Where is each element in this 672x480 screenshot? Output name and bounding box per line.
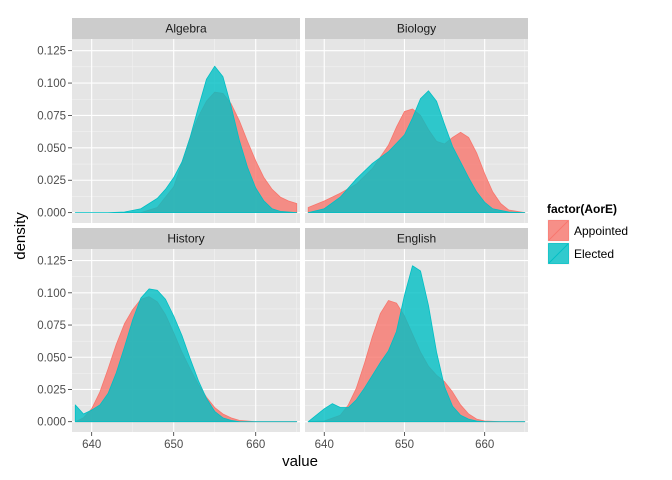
facet-panel-history: History <box>72 228 300 432</box>
y-axis-ticks: 0.000 0.025 0.050 0.075 0.100 0.125 0.000 0.025… <box>37 46 72 429</box>
legend-item-appointed: Appointed <box>546 218 628 243</box>
facet-panel-english: English <box>305 228 528 432</box>
facet-strip <box>305 18 528 39</box>
legend-label: Elected <box>574 247 614 261</box>
y-tick-label: 0.125 <box>37 46 66 58</box>
x-tick-label: 660 <box>475 439 494 451</box>
facet-title: History <box>167 232 204 246</box>
density-area-elected <box>307 265 526 423</box>
legend: factor(AorE) Appointed Elected <box>546 202 628 266</box>
x-axis-title: value <box>282 453 318 470</box>
x-tick-label: 650 <box>395 439 414 451</box>
legend-title: factor(AorE) <box>547 202 617 216</box>
legend-key-slash <box>548 220 569 241</box>
facet-title: Biology <box>397 22 436 36</box>
y-tick-label: 0.025 <box>37 175 66 187</box>
x-tick-label: 640 <box>315 439 334 451</box>
facet-panels: Algebra Biology History English <box>72 18 528 432</box>
y-tick-label: 0.075 <box>37 110 66 122</box>
facet-panel-algebra: Algebra <box>72 18 300 223</box>
y-tick-label: 0.000 <box>37 208 66 220</box>
y-tick-label: 0.000 <box>37 417 66 429</box>
x-tick-label: 640 <box>82 439 101 451</box>
y-tick-label: 0.100 <box>37 288 66 300</box>
facet-title: Algebra <box>165 22 207 36</box>
facet-title: English <box>397 232 436 246</box>
y-tick-label: 0.050 <box>37 352 66 364</box>
x-tick-label: 660 <box>246 439 265 451</box>
density-area-elected <box>74 65 298 214</box>
facet-strip <box>305 228 528 249</box>
legend-item-elected: Elected <box>546 241 614 266</box>
facet-strip <box>72 18 300 39</box>
y-tick-label: 0.100 <box>37 78 66 90</box>
facet-panel-biology: Biology <box>305 18 528 223</box>
y-tick-label: 0.050 <box>37 143 66 155</box>
y-tick-label: 0.025 <box>37 384 66 396</box>
y-tick-label: 0.125 <box>37 256 66 268</box>
density-area-elected <box>74 288 298 423</box>
density-area-elected <box>307 90 526 214</box>
legend-label: Appointed <box>574 224 628 238</box>
y-tick-label: 0.075 <box>37 320 66 332</box>
x-tick-label: 650 <box>164 439 183 451</box>
legend-key-slash <box>548 243 569 264</box>
y-axis-title: density <box>12 212 29 260</box>
x-axis-ticks: 640 650 660 640 650 660 <box>82 432 494 451</box>
facet-strip <box>72 228 300 249</box>
